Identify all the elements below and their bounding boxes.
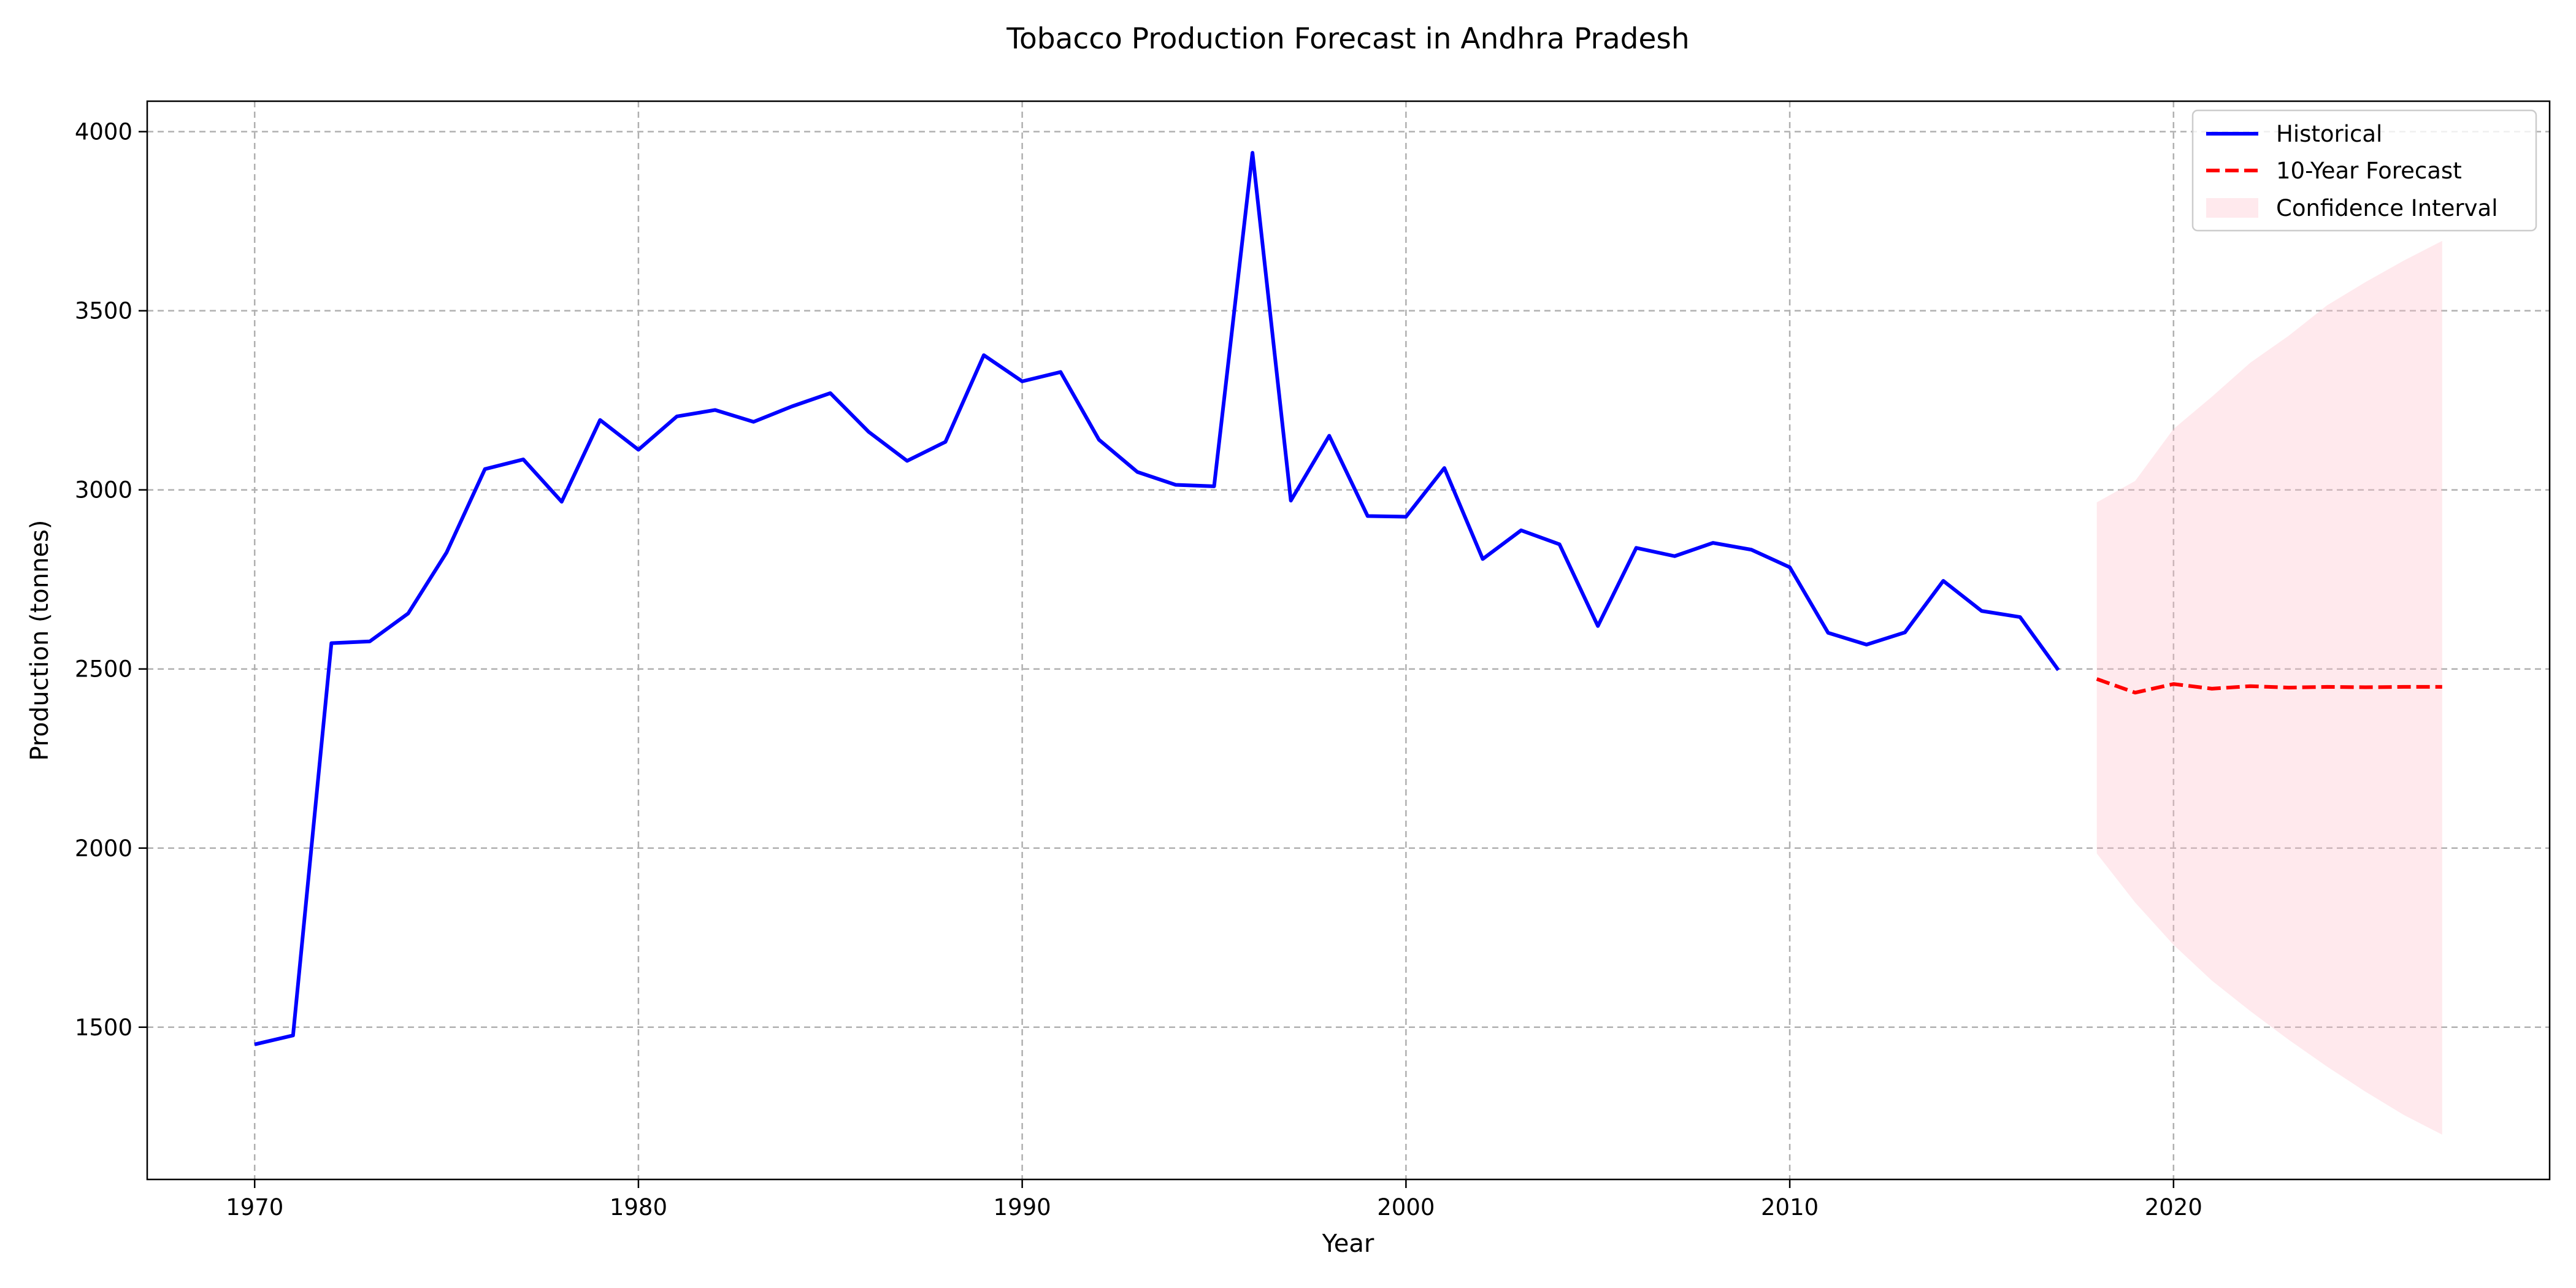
forecast-series-line [2096, 677, 2442, 695]
legend-label-forecast: 10-Year Forecast [2276, 158, 2462, 184]
y-tick-label: 1500 [75, 1014, 132, 1041]
grid-lines [147, 101, 2550, 1179]
x-tick-label: 2010 [1761, 1194, 1819, 1221]
historical-series-line [254, 151, 2060, 1046]
x-axis-ticks: 1970 1980 1990 2000 2010 2020 [226, 1179, 2202, 1221]
x-tick-label: 1970 [226, 1194, 283, 1221]
legend-box [2191, 109, 2537, 232]
y-tick-label: 3000 [75, 477, 132, 504]
series-lines [254, 151, 2442, 1046]
legend-label-historical: Historical [2276, 121, 2382, 147]
y-axis-title: Production (tonnes) [26, 519, 54, 761]
y-tick-label: 2000 [75, 835, 132, 862]
y-tick-label: 3500 [75, 298, 132, 324]
y-tick-label: 2500 [75, 656, 132, 683]
legend-label-confidence-interval: Confidence Interval [2276, 195, 2498, 221]
x-tick-label: 1990 [994, 1194, 1051, 1221]
y-axis-ticks: 1500 2000 2500 3000 3500 4000 [75, 119, 147, 1041]
legend-swatch-confidence-interval [2206, 198, 2258, 218]
legend: Historical 10-Year Forecast Confidence I… [2191, 109, 2537, 232]
chart-title: Tobacco Production Forecast in Andhra Pr… [1006, 22, 1689, 56]
plot-frame [146, 100, 2551, 1181]
y-tick-label: 4000 [75, 119, 132, 145]
x-tick-label: 2000 [1377, 1194, 1435, 1221]
x-axis-title: Year [1322, 1230, 1374, 1258]
x-tick-label: 1980 [610, 1194, 667, 1221]
x-tick-label: 2020 [2145, 1194, 2202, 1221]
